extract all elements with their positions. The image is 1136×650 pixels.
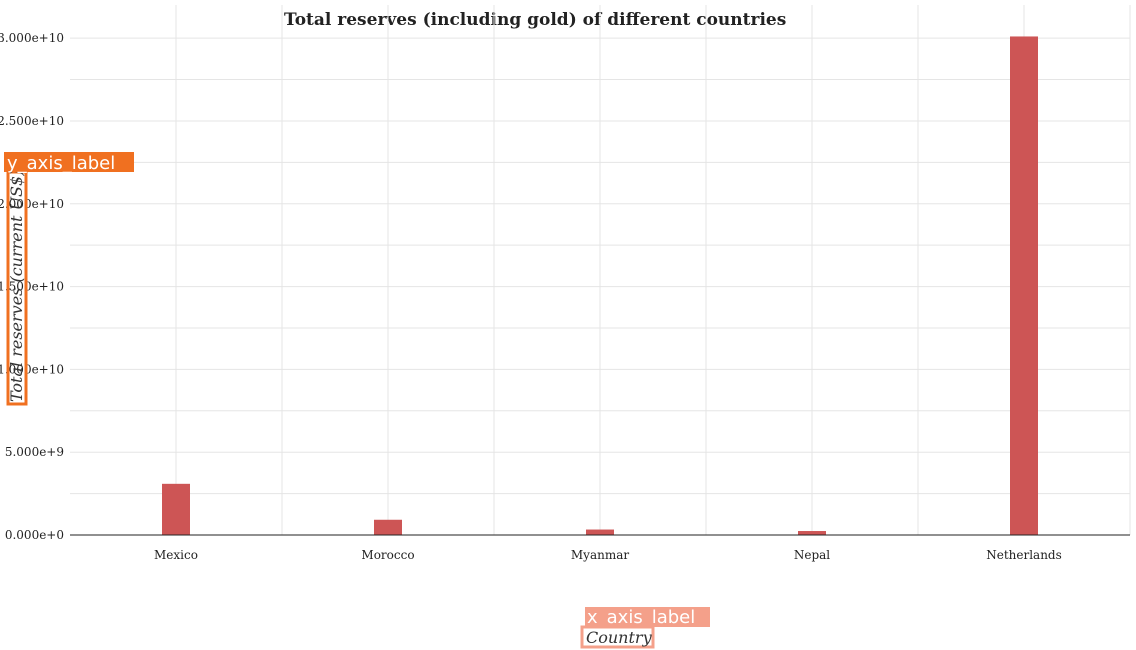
y-tick-label: 1.500e+10 xyxy=(0,280,64,294)
y-tick-label: 1.000e+10 xyxy=(0,362,64,376)
y-tick-label: 5.000e+9 xyxy=(5,445,64,459)
x-tick-label: Mexico xyxy=(154,548,198,562)
x-axis-tag-box xyxy=(585,607,710,627)
y-tick-label: 2.000e+10 xyxy=(0,197,64,211)
bar-netherlands xyxy=(1010,36,1038,535)
x-tick-label: Myanmar xyxy=(571,548,629,562)
y-axis-title-group: Total reserves (current US$) y_axis_labe… xyxy=(4,152,134,406)
gridlines xyxy=(70,5,1131,536)
x-axis-title: Country xyxy=(586,628,653,647)
y-tick-labels: 0.000e+0 5.000e+9 1.000e+10 1.500e+10 2.000e… xyxy=(0,31,64,542)
chart-title: Total reserves (including gold) of diffe… xyxy=(284,10,786,30)
bars xyxy=(162,36,1038,535)
y-axis-tag-box xyxy=(4,152,134,172)
bar-morocco xyxy=(374,519,402,535)
bar-nepal xyxy=(798,531,826,535)
y-axis-title: Total reserves (current US$) xyxy=(7,170,26,402)
y-tick-label: 0.000e+0 xyxy=(5,528,64,542)
bar-myanmar xyxy=(586,529,614,535)
x-tick-label: Nepal xyxy=(794,548,830,562)
y-tick-label: 2.500e+10 xyxy=(0,114,64,128)
y-tick-label: 3.000e+10 xyxy=(0,31,64,45)
y-axis-tag: y_axis_label xyxy=(7,153,115,174)
x-axis-title-group: x_axis_label Country xyxy=(580,607,710,649)
x-tick-labels: Mexico Morocco Myanmar Nepal Netherlands xyxy=(154,548,1062,562)
x-axis-title-box xyxy=(580,625,655,649)
x-tick-label: Netherlands xyxy=(986,548,1062,562)
x-tick-label: Morocco xyxy=(361,548,414,562)
bar-mexico xyxy=(162,483,190,535)
x-axis-tag: x_axis_label xyxy=(587,607,695,628)
